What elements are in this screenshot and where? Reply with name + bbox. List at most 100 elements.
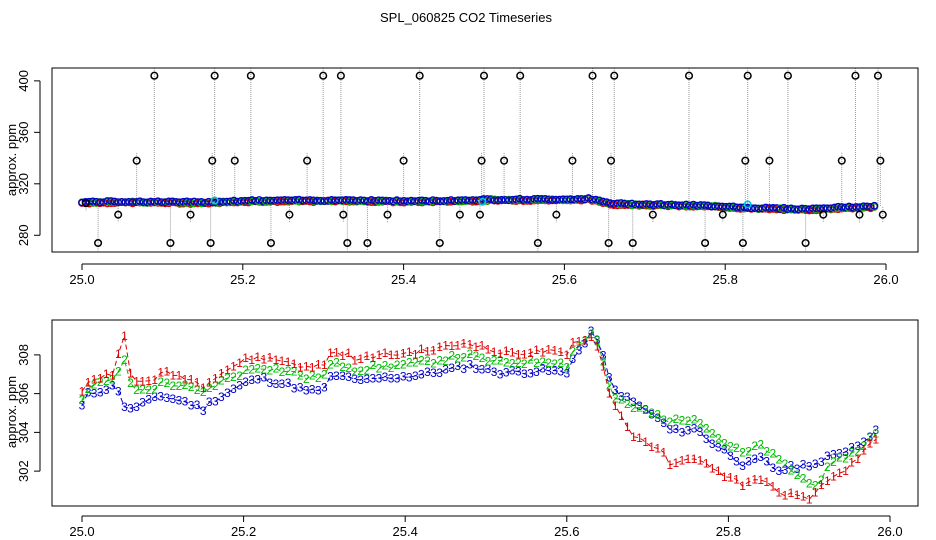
series-1-symbol: 1 (545, 343, 552, 357)
series-2-symbol: 2 (848, 445, 855, 459)
series-3-symbol: 3 (848, 441, 855, 455)
series-3-symbol: 3 (97, 386, 104, 400)
channel-3-point (429, 196, 437, 205)
channel-3-point (497, 195, 506, 204)
channel-3-point (823, 204, 832, 213)
series-3-symbol: 3 (418, 368, 425, 382)
series-3-symbol: 3 (624, 390, 631, 404)
channel-3-point (765, 204, 774, 212)
series-2-symbol: 2 (660, 413, 667, 427)
series-2-symbol: 2 (539, 355, 546, 369)
channel-3-point (154, 197, 162, 206)
series-1-symbol: 1 (291, 357, 298, 371)
bottom-y-tick-label: 308 (16, 344, 31, 366)
series-2-symbol: 2 (279, 365, 286, 379)
outlier-point (516, 71, 525, 80)
outlier-point (266, 238, 275, 248)
series-3-symbol: 3 (745, 455, 752, 469)
series-1-symbol: 1 (363, 349, 370, 363)
series-2-symbol: 2 (248, 362, 255, 376)
series-2-symbol: 2 (854, 445, 861, 459)
series-1-symbol: 1 (188, 373, 195, 387)
series-1-symbol: 1 (479, 338, 486, 352)
channel-3-point (186, 198, 195, 206)
series-2-symbol: 2 (321, 367, 328, 381)
channel-3-point (613, 199, 622, 208)
channel-3-point (226, 197, 235, 206)
series-3-symbol: 3 (509, 364, 516, 378)
series-2-symbol: 2 (479, 351, 486, 365)
series-2-symbol: 2 (636, 401, 643, 415)
series-3-symbol: 3 (121, 400, 128, 414)
series-1-symbol: 1 (763, 475, 770, 489)
series-3-symbol: 3 (697, 425, 704, 439)
series-1-symbol: 1 (206, 376, 213, 390)
channel-3-point (331, 196, 340, 205)
channel-3-point (150, 197, 159, 206)
top-x-tick-label: 25.6 (552, 272, 577, 287)
series-1-symbol: 1 (370, 351, 377, 365)
series-3-symbol: 3 (582, 337, 589, 351)
series-2-symbol: 2 (382, 358, 389, 372)
series-1-symbol: 1 (79, 384, 86, 398)
outlier-point (230, 156, 239, 165)
series-3-symbol: 3 (733, 455, 740, 469)
channel-3-point (277, 196, 285, 205)
series-2-symbol: 2 (133, 383, 140, 397)
series-2-symbol: 2 (412, 356, 419, 370)
series-1-symbol: 1 (303, 359, 310, 373)
outlier-point (851, 71, 860, 80)
series-3-symbol: 3 (703, 432, 710, 446)
channel-3-point (143, 198, 152, 207)
series-1-symbol: 1 (103, 367, 110, 381)
series-2-symbol: 2 (230, 370, 237, 384)
outlier-point (648, 210, 657, 219)
channel-3-point (664, 200, 673, 209)
channel-3-point (671, 201, 680, 210)
series-2-symbol: 2 (776, 452, 783, 466)
series-2-symbol: 2 (242, 363, 249, 377)
series-2-symbol: 2 (157, 375, 164, 389)
outlier-point (206, 238, 215, 248)
series-3-symbol: 3 (763, 454, 770, 468)
channel-3-point (468, 196, 477, 204)
series-2-symbol: 2 (85, 382, 92, 396)
series-3-symbol: 3 (521, 367, 528, 381)
series-2-symbol: 2 (109, 372, 116, 386)
channel-3-point (725, 202, 734, 211)
series-3-symbol: 3 (485, 362, 492, 376)
series-2-symbol: 2 (115, 364, 122, 378)
top-y-tick-label: 320 (16, 173, 31, 195)
channel-3-point (258, 197, 267, 205)
series-2-symbol: 2 (551, 357, 558, 371)
channel-3-point (714, 202, 723, 211)
series-1-symbol: 1 (194, 375, 201, 389)
channel-3-point (790, 205, 799, 214)
series-2-symbol: 2 (400, 358, 407, 372)
series-3-symbol: 3 (539, 362, 546, 376)
series-1-symbol: 1 (357, 352, 364, 366)
series-1-symbol: 1 (606, 386, 613, 400)
bottom-series-lines (81, 330, 877, 501)
series-3-symbol: 3 (357, 373, 364, 387)
series-1-symbol: 1 (297, 360, 304, 374)
series-1-symbol: 1 (576, 334, 583, 348)
series-2-symbol: 2 (388, 361, 395, 375)
series-2-symbol: 2 (612, 392, 619, 406)
series-1-symbol: 1 (279, 354, 286, 368)
series-3-symbol: 3 (327, 369, 334, 383)
series-3-symbol: 3 (648, 408, 655, 422)
series-2-symbol: 2 (582, 334, 589, 348)
series-2-symbol: 2 (503, 355, 510, 369)
series-1-symbol: 1 (442, 339, 449, 353)
channel-3-point (418, 196, 426, 205)
series-2-symbol: 2 (806, 476, 813, 490)
series-1-symbol: 1 (115, 347, 122, 361)
series-2-symbol: 2 (97, 375, 104, 389)
figure-title: SPL_060825 CO2 Timeseries (380, 10, 552, 25)
series-2-symbol: 2 (442, 354, 449, 368)
series-2-symbol: 2 (170, 379, 177, 393)
series-3-symbol: 3 (473, 362, 480, 376)
channel-3-point (135, 197, 144, 206)
series-1-symbol: 1 (485, 343, 492, 357)
